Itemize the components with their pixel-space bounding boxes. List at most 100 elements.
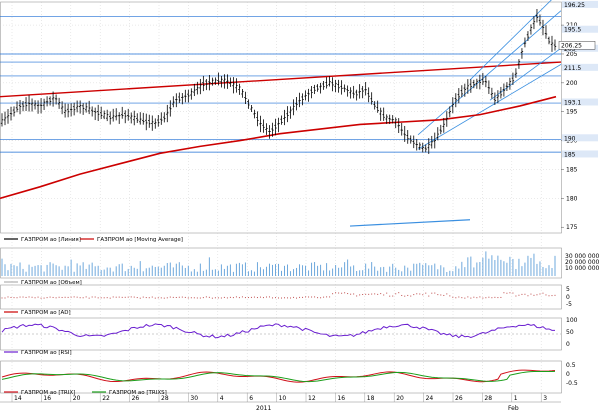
main-y-axis: 175 180 185 190 195 200 205 210 (561, 22, 578, 231)
legend-ad: ГАЗПРОМ ао [AD] (4, 310, 71, 316)
ad-dot-94 (284, 297, 286, 299)
ad-dot-75 (226, 297, 228, 299)
ad-dot-8 (25, 296, 27, 298)
ad-dot-61 (184, 296, 186, 298)
ad-dot-154 (464, 297, 466, 299)
xtick-5: 28 (161, 395, 169, 402)
ad-dot-56 (169, 296, 171, 298)
moving-average-line (0, 95, 557, 200)
ad-dot-99 (299, 296, 301, 298)
ad-dot-51 (154, 297, 156, 299)
ad-dot-53 (160, 297, 162, 299)
ad-dot-78 (235, 296, 237, 298)
channel-mid (417, 10, 562, 136)
xtick-15: 26 (455, 395, 463, 402)
ad-dot-133 (401, 294, 403, 296)
ad-dot-67 (202, 297, 204, 299)
ad-dot-39 (118, 296, 120, 298)
ad-dot-100 (302, 296, 304, 298)
ad-dot-18 (55, 297, 57, 299)
ad-dot-160 (482, 297, 484, 299)
ad-dot-164 (494, 296, 496, 298)
ad-dot-91 (274, 297, 276, 299)
ad-dot-54 (163, 297, 165, 299)
ad-dot-58 (175, 296, 177, 298)
xtick-13: 20 (396, 395, 404, 402)
xtick-3: 22 (102, 395, 110, 402)
ad-dot-127 (383, 294, 385, 296)
ad-dot-182 (548, 295, 550, 297)
ad-dot-152 (458, 296, 460, 298)
xtick-0: 14 (14, 395, 22, 402)
ad-dot-156 (470, 297, 472, 299)
price-label-3: 211.5 (564, 65, 581, 72)
ad-dot-92 (277, 297, 279, 299)
ad-dot-93 (281, 297, 283, 299)
ad-dot-38 (115, 296, 117, 298)
vol-tick-20m: 20 000 000 (565, 259, 600, 266)
ad-dot-172 (518, 294, 520, 296)
ad-dot-32 (97, 297, 99, 299)
price-label-bg-6 (562, 150, 598, 158)
ad-dot-81 (244, 297, 246, 299)
ad-dot-55 (166, 297, 168, 299)
ytick-5: 200 (566, 80, 578, 87)
ad-dot-101 (305, 296, 307, 298)
grid-lines (0, 2, 561, 393)
ad-dot-162 (488, 296, 490, 298)
ad-dot-108 (326, 296, 328, 298)
xtick-14: 24 (426, 395, 434, 402)
year-label: 2011 (256, 405, 271, 412)
ad-dot-64 (193, 297, 195, 299)
ad-dot-69 (208, 296, 210, 298)
price-labels: 196.25 195.5 205 211.5 193.1 190 185 206.25 (558, 0, 598, 158)
ad-dot-139 (419, 293, 421, 295)
ad-dot-112 (338, 292, 340, 294)
xtick-4: 26 (132, 395, 140, 402)
ad-dot-73 (220, 297, 222, 299)
ad-dot-124 (374, 293, 376, 295)
ad-dot-130 (392, 295, 394, 297)
ad-dot-10 (31, 296, 33, 298)
ad-dot-176 (530, 293, 532, 295)
ad-dot-83 (250, 296, 252, 298)
ytick-0: 175 (566, 224, 578, 231)
trend-lines (0, 0, 562, 227)
ad-dot-82 (247, 297, 249, 299)
ad-dot-117 (353, 293, 355, 295)
ad-dot-135 (407, 294, 409, 296)
ad-dot-65 (196, 297, 198, 299)
ytick-4: 195 (566, 109, 578, 116)
xtick-17: 1 (514, 395, 518, 402)
ad-dot-181 (545, 294, 547, 296)
volume-bars (1, 251, 556, 276)
ad-dot-150 (452, 296, 454, 298)
ad-dot-126 (380, 293, 382, 295)
horizontal-levels (0, 16, 561, 153)
price-label-5: 190 (564, 135, 576, 142)
ad-dot-76 (229, 296, 231, 298)
ad-dot-141 (425, 292, 427, 294)
ad-dot-159 (479, 296, 481, 298)
ad-dot-68 (205, 296, 207, 298)
xtick-2: 20 (73, 395, 81, 402)
ad-dot-138 (416, 293, 418, 295)
ad-dot-171 (515, 295, 517, 297)
ad-dot-66 (199, 297, 201, 299)
ad-dot-129 (389, 295, 391, 297)
trix-tick-05: 0.5 (566, 362, 576, 369)
ad-dot-80 (241, 296, 243, 298)
ad-dot-116 (350, 293, 352, 295)
ad-dot-21 (64, 296, 66, 298)
ad-dot-3 (10, 296, 12, 298)
ad-dot-106 (320, 297, 322, 299)
ad-dot-151 (455, 297, 457, 299)
ad-indicator (1, 292, 556, 299)
ad-dot-25 (76, 296, 78, 298)
ad-dot-111 (335, 292, 337, 294)
ad-dot-119 (359, 294, 361, 296)
ytick-6: 205 (566, 51, 578, 58)
ad-dot-48 (145, 297, 147, 299)
legend-price: ГАЗПРОМ ао [Линия] (21, 237, 81, 243)
ad-dot-104 (314, 296, 316, 298)
